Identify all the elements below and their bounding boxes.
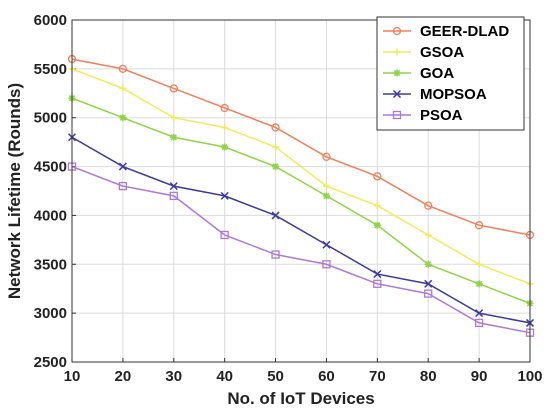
data-point-marker bbox=[475, 260, 483, 268]
y-tick-label: 3500 bbox=[34, 256, 67, 273]
data-point-marker bbox=[221, 123, 229, 131]
x-tick-label: 100 bbox=[517, 368, 542, 385]
y-tick-label: 4500 bbox=[34, 159, 67, 176]
x-tick-label: 90 bbox=[471, 368, 488, 385]
legend-entry: GSOA bbox=[383, 44, 464, 61]
data-point-marker bbox=[474, 318, 484, 328]
data-point-marker bbox=[474, 221, 484, 230]
data-point-marker bbox=[272, 163, 280, 171]
data-point-marker bbox=[220, 230, 229, 240]
legend-label: GSOA bbox=[420, 44, 464, 61]
x-tick-label: 40 bbox=[216, 368, 233, 385]
data-point-marker bbox=[424, 260, 432, 268]
data-point-marker bbox=[220, 191, 229, 200]
data-point-marker bbox=[322, 240, 331, 249]
data-point-marker bbox=[392, 89, 402, 99]
data-point-marker bbox=[271, 123, 280, 132]
y-axis-title: Network Lifetime (Rounds) bbox=[5, 83, 24, 299]
series-line bbox=[71, 97, 531, 305]
series-mopsoa bbox=[67, 133, 535, 327]
plot-frame bbox=[71, 19, 531, 363]
y-tick-label: 5000 bbox=[34, 110, 67, 127]
y-tick-label: 4000 bbox=[34, 207, 67, 224]
data-point-marker bbox=[119, 114, 127, 122]
data-point-marker bbox=[118, 64, 128, 74]
y-tick-label: 2500 bbox=[34, 354, 67, 371]
data-point-marker bbox=[271, 250, 280, 259]
tick-labels: 10 20 30 40 50 60 70 80 90 100 2500 3000 3500 4000 450… bbox=[34, 12, 543, 385]
grid bbox=[71, 19, 531, 363]
series-lines bbox=[67, 54, 535, 337]
series-line bbox=[71, 68, 531, 285]
data-point-marker bbox=[392, 26, 402, 36]
y-tick-label: 5500 bbox=[34, 61, 67, 78]
data-point-marker bbox=[170, 114, 178, 122]
data-point-marker bbox=[392, 110, 402, 120]
series-line bbox=[71, 136, 531, 324]
data-point-marker bbox=[220, 103, 229, 113]
x-tick-label: 60 bbox=[318, 368, 335, 385]
data-point-marker bbox=[373, 221, 381, 229]
legend-entry: GEER-DLAD bbox=[383, 23, 509, 40]
data-point-marker bbox=[322, 182, 330, 190]
data-point-marker bbox=[424, 289, 433, 298]
data-point-marker bbox=[272, 143, 280, 151]
series-line bbox=[71, 165, 531, 334]
legend-label: PSOA bbox=[420, 107, 463, 124]
x-tick-label: 30 bbox=[165, 368, 182, 385]
data-point-marker bbox=[118, 162, 127, 171]
data-point-marker bbox=[373, 270, 382, 279]
data-point-marker bbox=[118, 181, 128, 191]
data-point-marker bbox=[119, 84, 127, 92]
data-point-marker bbox=[475, 280, 483, 288]
y-tick-label: 6000 bbox=[34, 12, 67, 29]
data-point-marker bbox=[322, 192, 330, 200]
data-point-marker bbox=[393, 69, 401, 77]
data-point-marker bbox=[373, 172, 382, 181]
x-tick-label: 20 bbox=[115, 368, 132, 385]
legend-entry: PSOA bbox=[383, 107, 463, 124]
series-line bbox=[71, 58, 531, 236]
legend: GEER-DLAD GSOA GOA MOPSOA PSOA bbox=[376, 16, 525, 131]
legend-label: GOA bbox=[420, 65, 454, 82]
data-point-marker bbox=[322, 152, 331, 161]
data-point-marker bbox=[169, 84, 178, 93]
series-gsoa bbox=[68, 65, 534, 288]
data-point-marker bbox=[322, 260, 331, 269]
legend-entry: MOPSOA bbox=[383, 86, 487, 103]
data-point-marker bbox=[424, 201, 433, 210]
data-point-marker bbox=[221, 143, 229, 151]
data-point-marker bbox=[373, 279, 382, 288]
legend-label: MOPSOA bbox=[420, 86, 487, 103]
data-point-marker bbox=[393, 48, 401, 56]
data-point-marker bbox=[373, 202, 381, 210]
y-tick-label: 3000 bbox=[34, 305, 67, 322]
series-psoa bbox=[67, 162, 535, 337]
x-tick-label: 70 bbox=[369, 368, 386, 385]
legend-label: GEER-DLAD bbox=[420, 23, 509, 40]
data-point-marker bbox=[424, 279, 433, 288]
legend-entry: GOA bbox=[383, 65, 454, 82]
x-tick-label: 50 bbox=[267, 368, 284, 385]
data-point-marker bbox=[169, 191, 178, 201]
data-point-marker bbox=[170, 133, 178, 141]
x-tick-label: 10 bbox=[64, 368, 81, 385]
data-point-marker bbox=[475, 309, 484, 318]
data-point-marker bbox=[424, 231, 432, 239]
data-point-marker bbox=[169, 182, 178, 191]
x-axis-title: No. of IoT Devices bbox=[227, 389, 374, 408]
data-point-marker bbox=[271, 211, 280, 220]
x-tick-label: 80 bbox=[420, 368, 437, 385]
